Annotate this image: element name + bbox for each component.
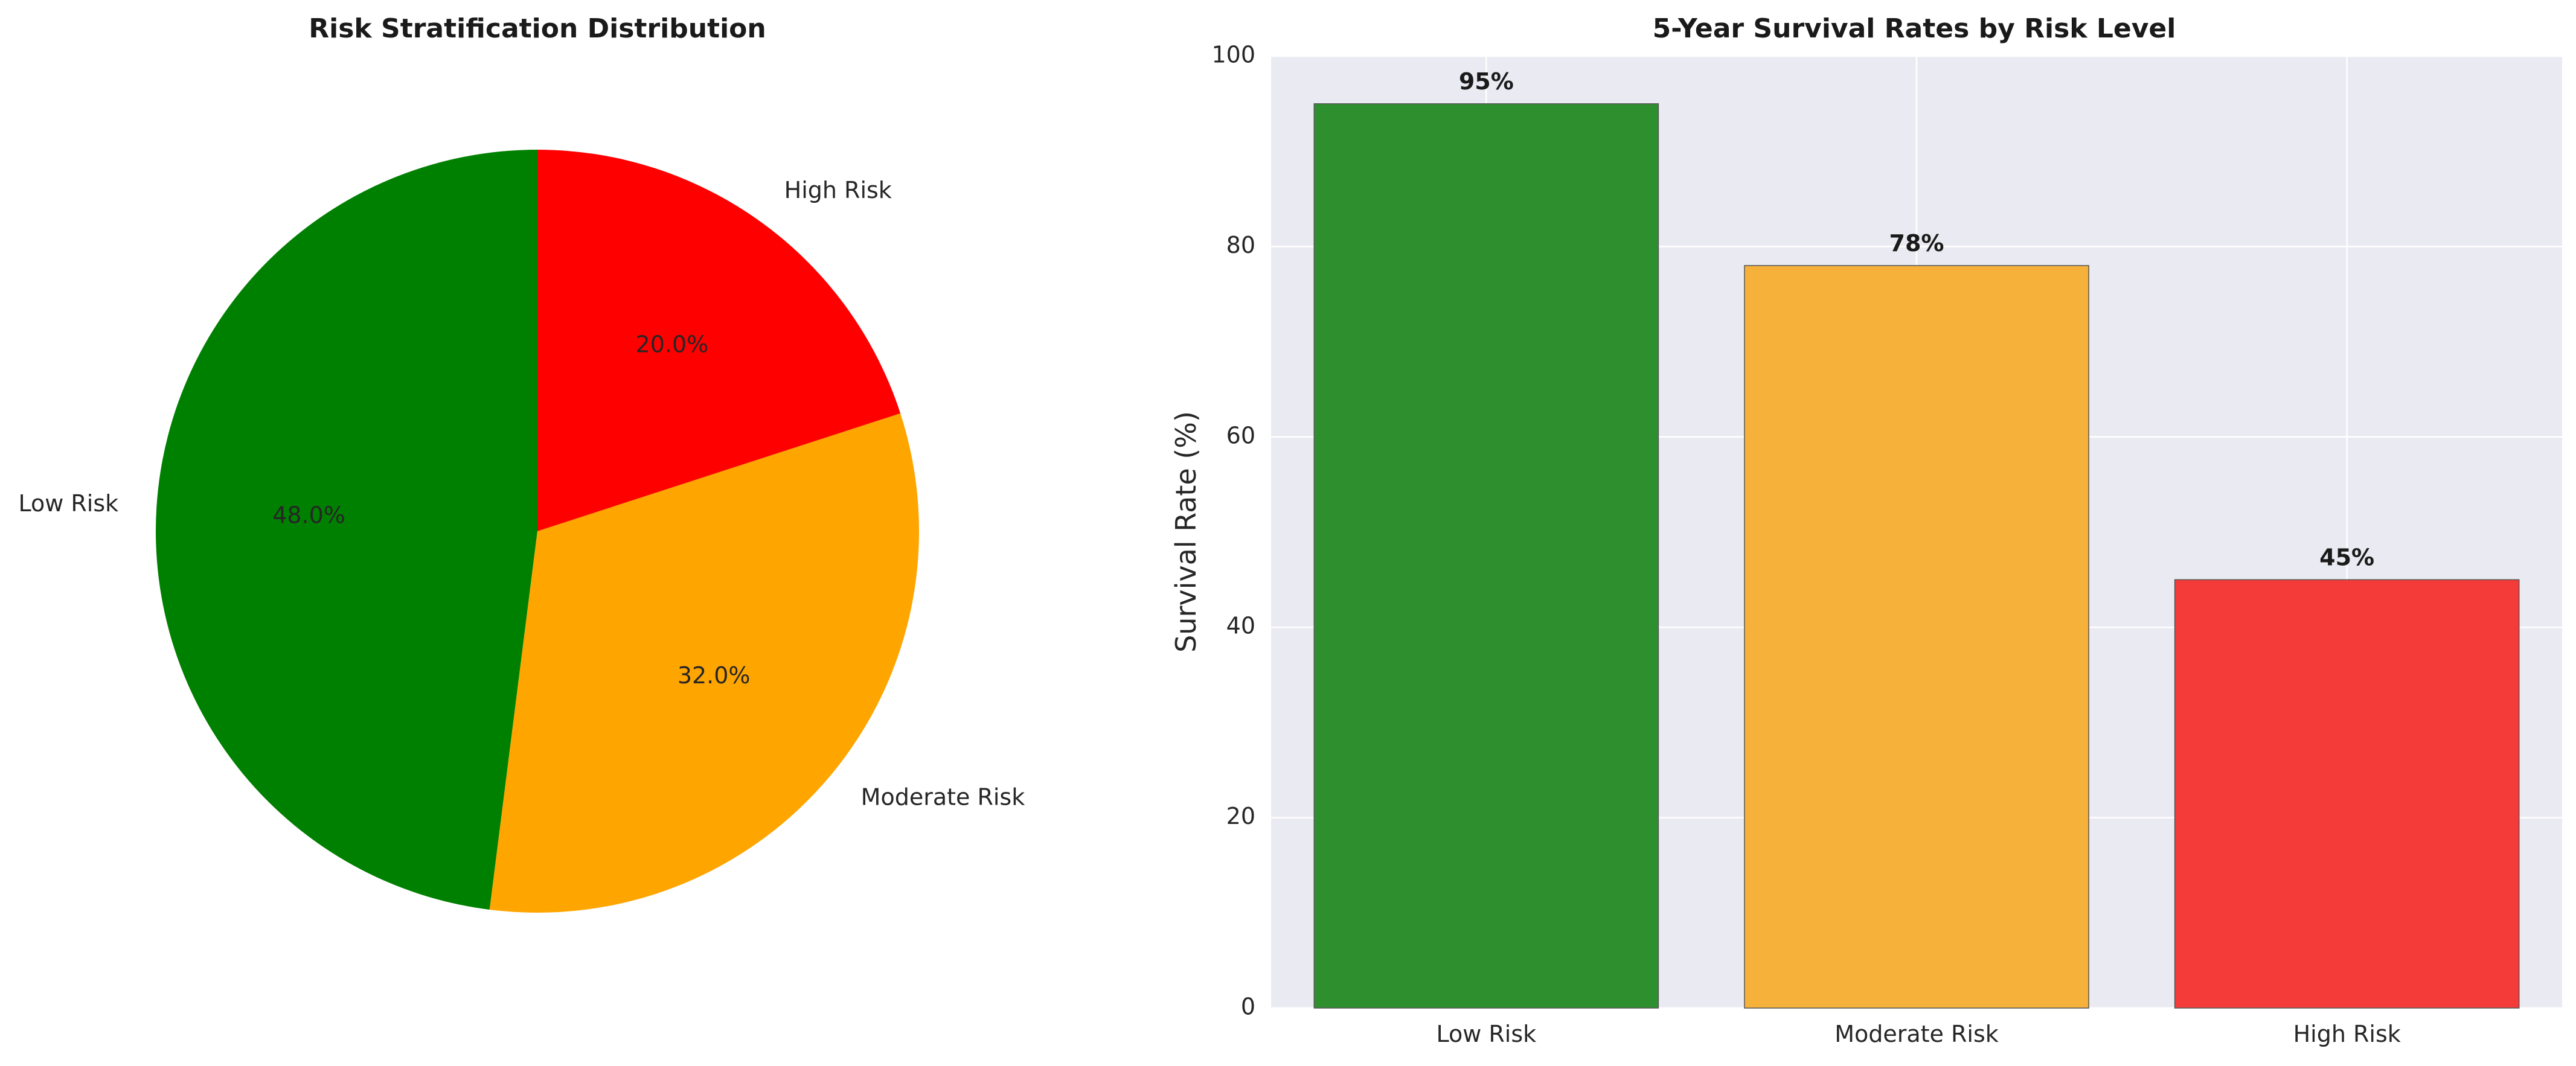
y-tick-label: 60 <box>1226 422 1255 448</box>
x-tick-label-moderate-risk: Moderate Risk <box>1834 1021 1999 1047</box>
pie-slice-high-risk <box>537 150 901 531</box>
bar-value-high-risk: 45% <box>2319 544 2374 570</box>
bar-high-risk <box>2174 579 2520 1009</box>
y-axis-label: Survival Rate (%) <box>1170 411 1202 653</box>
x-tick-label-high-risk: High Risk <box>2293 1021 2401 1047</box>
y-tick-label: 0 <box>1241 994 1255 1020</box>
x-tick-label-low-risk: Low Risk <box>1436 1021 1536 1047</box>
bar-moderate-risk <box>1744 265 2089 1009</box>
bar-chart-title: 5-Year Survival Rates by Risk Level <box>1653 13 2176 44</box>
pie-percent-moderate-risk: 32.0% <box>678 662 751 689</box>
pie-slice-low-risk <box>155 150 538 910</box>
y-tick-label: 100 <box>1211 42 1255 68</box>
bar-value-moderate-risk: 78% <box>1889 230 1944 257</box>
y-tick-label: 20 <box>1226 803 1255 829</box>
bar-value-labels: 95% 78% 45% <box>1459 68 2374 570</box>
y-tick-label: 80 <box>1226 232 1255 258</box>
pie-chart-panel: Risk Stratification Distribution Low Ris… <box>18 13 1025 913</box>
pie-slices <box>155 150 919 913</box>
pie-percent-high-risk: 20.0% <box>636 331 709 358</box>
pie-chart-title: Risk Stratification Distribution <box>309 13 766 44</box>
pie-label-low-risk: Low Risk <box>18 490 118 517</box>
bars <box>1313 103 2520 1009</box>
y-axis-ticks: 0 20 40 60 80 100 <box>1211 42 1255 1020</box>
y-tick-label: 40 <box>1226 613 1255 639</box>
bar-chart-panel: 5-Year Survival Rates by Risk Level 95% 7… <box>1170 13 2562 1047</box>
pie-labels: Low Risk 48.0% Moderate Risk 32.0% High Risk… <box>18 177 1025 811</box>
bar-low-risk <box>1313 103 1659 1009</box>
bar-value-low-risk: 95% <box>1459 68 1514 95</box>
pie-label-high-risk: High Risk <box>784 177 892 203</box>
x-axis-ticks: Low Risk Moderate Risk High Risk <box>1436 1021 2400 1047</box>
pie-slice-moderate-risk <box>489 413 919 913</box>
pie-label-moderate-risk: Moderate Risk <box>861 784 1025 811</box>
pie-percent-low-risk: 48.0% <box>272 502 345 529</box>
